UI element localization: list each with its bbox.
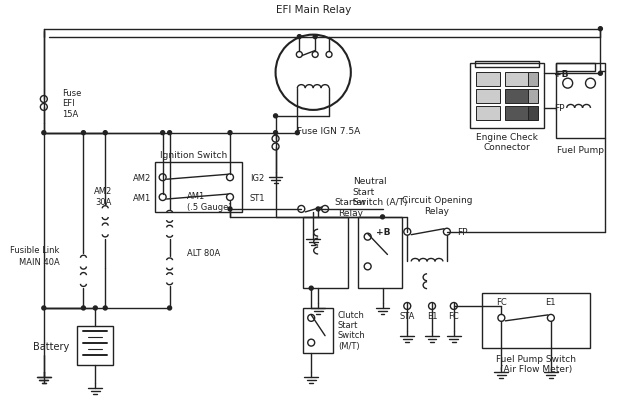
- Circle shape: [313, 36, 317, 40]
- Bar: [556, 64, 595, 72]
- Circle shape: [598, 28, 602, 32]
- Text: Fuse IGN 7.5A: Fuse IGN 7.5A: [298, 127, 360, 136]
- Circle shape: [273, 115, 278, 119]
- Circle shape: [81, 306, 85, 310]
- Bar: [556, 64, 605, 138]
- Bar: [358, 217, 403, 288]
- Circle shape: [161, 131, 164, 135]
- Bar: [528, 73, 538, 87]
- Text: E1: E1: [427, 311, 437, 321]
- Text: Fuel Pump Switch
(Air Flow Meter): Fuel Pump Switch (Air Flow Meter): [496, 354, 576, 373]
- Bar: [303, 308, 333, 353]
- Text: Circuit Opening
Relay: Circuit Opening Relay: [402, 196, 472, 215]
- Text: FC: FC: [449, 311, 459, 321]
- Text: Fuse
EFI
15A: Fuse EFI 15A: [61, 89, 81, 119]
- Text: EFI Main Relay: EFI Main Relay: [276, 5, 351, 15]
- Text: AM1
(.5 Gauge): AM1 (.5 Gauge): [188, 192, 232, 211]
- Circle shape: [42, 306, 46, 310]
- Text: Battery: Battery: [33, 341, 70, 351]
- Text: FP: FP: [554, 104, 564, 113]
- Circle shape: [273, 131, 278, 135]
- Text: IG2: IG2: [250, 173, 264, 182]
- Circle shape: [228, 131, 232, 135]
- Text: FP: FP: [457, 228, 467, 237]
- Text: Fusible Link: Fusible Link: [10, 245, 60, 254]
- Circle shape: [103, 131, 108, 135]
- Text: Clutch
Start
Switch
(M/T): Clutch Start Switch (M/T): [338, 310, 365, 350]
- Bar: [506, 73, 530, 87]
- Text: +B: +B: [376, 228, 390, 237]
- Circle shape: [103, 306, 108, 310]
- Circle shape: [316, 207, 320, 211]
- Text: ALT 80A: ALT 80A: [188, 248, 221, 257]
- Circle shape: [598, 72, 602, 76]
- Circle shape: [42, 131, 46, 135]
- Bar: [506, 90, 530, 104]
- Text: Engine Check
Connector: Engine Check Connector: [476, 132, 538, 152]
- Bar: [303, 217, 348, 288]
- Text: AM2
30A: AM2 30A: [94, 187, 113, 206]
- Bar: [528, 107, 538, 121]
- Text: STA: STA: [399, 311, 415, 321]
- Bar: [481, 293, 591, 348]
- Text: FC: FC: [496, 297, 507, 306]
- Circle shape: [81, 131, 85, 135]
- Text: ST1: ST1: [250, 193, 266, 202]
- Circle shape: [228, 207, 232, 211]
- Circle shape: [381, 215, 385, 219]
- Bar: [470, 64, 544, 128]
- Text: +B: +B: [554, 70, 568, 79]
- Text: E1: E1: [546, 297, 556, 306]
- Text: Starter
Relay: Starter Relay: [335, 198, 366, 217]
- Circle shape: [298, 36, 301, 40]
- Text: Fuel Pump: Fuel Pump: [557, 146, 604, 155]
- Circle shape: [93, 306, 97, 310]
- Bar: [506, 107, 530, 121]
- Circle shape: [296, 131, 300, 135]
- Circle shape: [309, 286, 313, 290]
- Bar: [528, 90, 538, 104]
- Text: Ignition Switch: Ignition Switch: [160, 151, 227, 160]
- Text: MAIN 40A: MAIN 40A: [19, 257, 60, 266]
- Bar: [155, 163, 242, 212]
- Text: AM2: AM2: [132, 173, 151, 182]
- Bar: [476, 107, 500, 121]
- Bar: [77, 326, 113, 365]
- Text: AM1: AM1: [132, 193, 151, 202]
- Text: Neutral
Start
Switch (A/T): Neutral Start Switch (A/T): [353, 177, 407, 207]
- Bar: [476, 90, 500, 104]
- Circle shape: [168, 131, 172, 135]
- Circle shape: [168, 306, 172, 310]
- Bar: [476, 73, 500, 87]
- Bar: [475, 62, 539, 68]
